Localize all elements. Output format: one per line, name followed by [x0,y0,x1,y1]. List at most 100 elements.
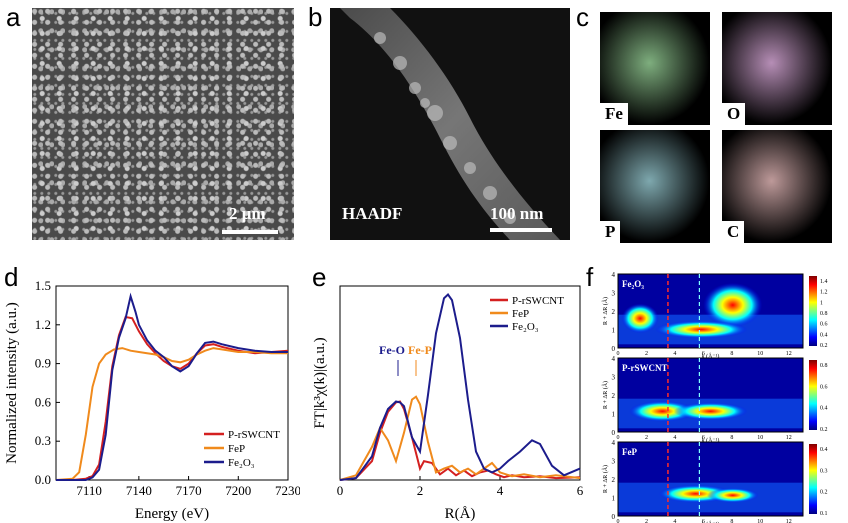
colorbar-label: 1.4 [820,279,828,285]
peak-annotation: Fe-P [408,343,432,357]
haadf-image: HAADF 100 nm [330,8,570,240]
colorbar [809,276,817,346]
heatmap-hotspot [629,400,696,422]
y-tick-label: 1 [612,495,616,503]
legend-label: FeP [228,443,245,455]
x-tick-label: 7200 [225,483,251,498]
eds-map-o: O [722,12,832,125]
colorbar [809,444,817,514]
x-tick-label: 2 [645,519,648,523]
x-tick-label: 4 [497,483,504,498]
series-line [339,292,581,481]
plot-frame [55,285,289,481]
eds-map-label: Fe [600,103,628,125]
x-tick-label: 12 [786,435,792,441]
x-tick-label: 7230 [275,483,300,498]
x-tick-label: 0 [337,483,344,498]
colorbar-label: 0.4 [820,332,828,338]
heatmap-hotspot [621,303,659,334]
x-tick-label: 4 [673,519,676,523]
x-tick-label: 7170 [176,483,202,498]
eds-map-fe: Fe [600,12,710,125]
colorbar-label: 1.2 [820,290,828,296]
y-tick-label: 1 [612,411,616,419]
colorbar-label: 0.4 [820,406,828,412]
y-tick-label: 0.6 [35,394,52,409]
x-tick-label: 4 [673,435,676,441]
eds-map-label: C [722,221,745,243]
y-tick-label: 0.9 [35,356,51,371]
series-line [339,395,581,481]
series-line [56,292,288,481]
x-tick-label: 0 [617,435,620,441]
sem-image: 2 μm [32,8,294,240]
x-tick-label: 7140 [126,483,152,498]
legend-label: P-rSWCNT [512,295,564,307]
legend-label: P-rSWCNT [228,429,280,441]
heatmap-hotspot [673,402,748,421]
x-axis-label: k (Å⁻¹) [702,436,720,444]
x-tick-label: 2 [645,435,648,441]
x-tick-label: 6 [702,519,705,523]
x-tick-label: 12 [786,519,792,523]
x-tick-label: 6 [577,483,584,498]
y-tick-label: 0 [612,513,616,521]
y-tick-label: 2 [612,476,616,484]
haadf-label: HAADF [342,204,403,223]
plot-title: FeP [622,447,637,457]
eds-map-label: O [722,103,746,125]
x-tick-label: 10 [757,351,763,357]
y-axis-label: R + ΔR (Å) [601,381,609,409]
y-tick-label: 3 [612,374,616,382]
x-tick-label: 12 [786,351,792,357]
x-tick-label: 0 [617,351,620,357]
scale-bar-label: 100 nm [490,204,544,223]
y-tick-label: 0.3 [35,433,51,448]
x-tick-label: 2 [417,483,424,498]
heatmap-hotspot [655,320,748,339]
colorbar-label: 0.2 [820,343,828,349]
plot-frame [617,273,804,349]
y-tick-label: 3 [612,458,616,466]
panel-label-f: f [586,262,594,292]
panel-label-a: a [6,2,21,32]
y-tick-label: 2 [612,308,616,316]
y-axis-label: R + ΔR (Å) [601,297,609,325]
y-axis-label: FT|k³χ(k)|(a.u.) [312,337,328,428]
plot-frame [617,357,804,433]
x-tick-label: 10 [757,435,763,441]
plot-frame [339,285,581,481]
colorbar-label: 1 [820,300,823,306]
x-tick-label: 2 [645,351,648,357]
y-tick-label: 0.0 [35,472,51,487]
panel-label-b: b [308,2,323,32]
x-axis-label: k (Å⁻¹) [702,520,720,523]
y-tick-label: 4 [612,355,616,363]
scale-bar-label: 2 μm [229,204,266,223]
colorbar-label: 0.6 [820,384,828,390]
colorbar-label: 0.1 [820,511,828,517]
x-tick-label: 8 [730,351,733,357]
colorbar-label: 0.4 [820,447,828,453]
scale-bar [222,230,278,234]
eds-map-label: P [600,221,621,243]
xanes-chart: 7110 7140 7170 7200 7230 0.0 0.3 0.6 0.9 1.2 1.5 En… [4,278,300,522]
peak-annotation: Fe-O [379,343,405,357]
y-tick-label: 1.5 [35,278,51,293]
colorbar-label: 0.2 [820,490,828,496]
x-axis-label: R(Å) [445,506,476,522]
heatmap-hotspot [706,487,759,503]
colorbar-label: 0.8 [820,363,828,369]
legend-label: Fe₂O₃ [228,457,255,469]
scale-bar [490,228,552,232]
plot-frame [617,441,804,517]
legend-label: Fe₂O₃ [512,321,539,333]
x-axis-label: k (Å⁻¹) [702,352,720,360]
heatmap-hotspot [703,282,763,328]
colorbar-label: 0.2 [820,427,828,433]
panel-label-e: e [312,262,327,292]
x-tick-label: 6 [702,351,705,357]
